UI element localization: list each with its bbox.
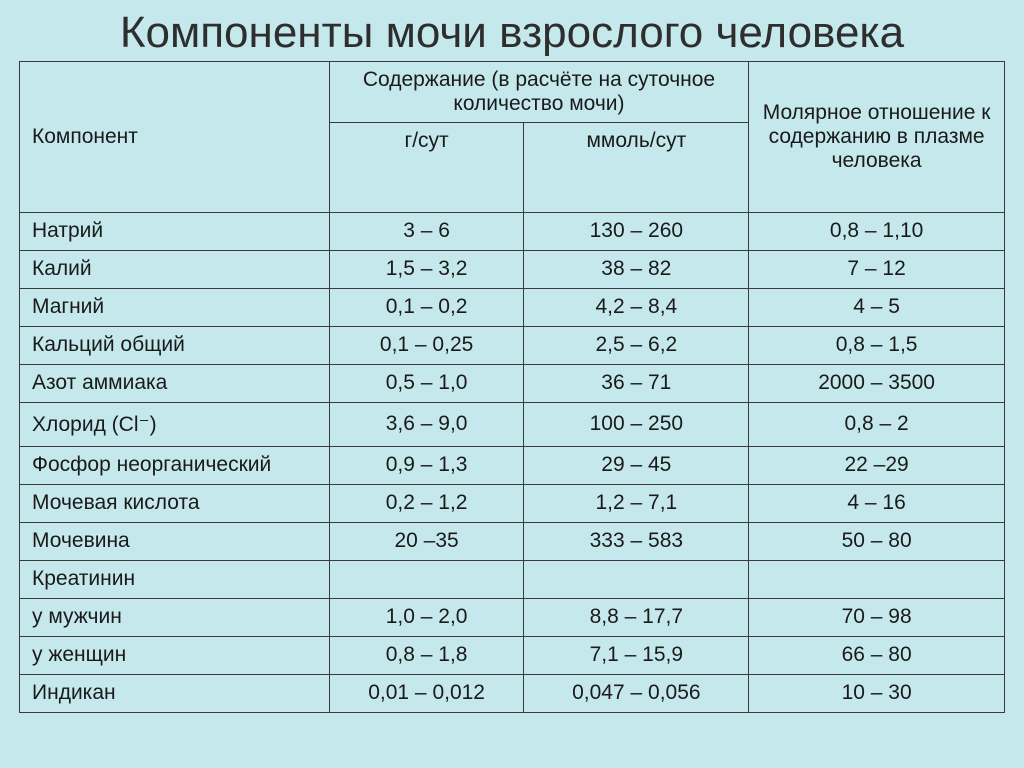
cell-mmol-per-day: 36 – 71 xyxy=(524,364,749,402)
table-row: Хлорид (Cl⁻)3,6 – 9,0100 – 2500,8 – 2 xyxy=(20,402,1005,446)
cell-molar-ratio: 0,8 – 1,5 xyxy=(749,326,1005,364)
cell-g-per-day: 0,8 – 1,8 xyxy=(329,636,524,674)
cell-g-per-day: 1,5 – 3,2 xyxy=(329,250,524,288)
cell-molar-ratio: 66 – 80 xyxy=(749,636,1005,674)
cell-mmol-per-day: 1,2 – 7,1 xyxy=(524,484,749,522)
table-row: Кальций общий0,1 – 0,252,5 – 6,20,8 – 1,… xyxy=(20,326,1005,364)
cell-mmol-per-day: 38 – 82 xyxy=(524,250,749,288)
cell-g-per-day: 0,1 – 0,25 xyxy=(329,326,524,364)
cell-component-name: Калий xyxy=(20,250,330,288)
cell-g-per-day: 0,1 – 0,2 xyxy=(329,288,524,326)
page-title: Компоненты мочи взрослого человека xyxy=(0,0,1024,61)
cell-g-per-day: 1,0 – 2,0 xyxy=(329,598,524,636)
components-table: Компонент Содержание (в расчёте на суточ… xyxy=(19,61,1005,713)
cell-component-name: Хлорид (Cl⁻) xyxy=(20,402,330,446)
cell-mmol-per-day: 7,1 – 15,9 xyxy=(524,636,749,674)
table-row: Калий1,5 – 3,238 – 827 – 12 xyxy=(20,250,1005,288)
cell-component-name: Индикан xyxy=(20,674,330,712)
cell-component-name: Фосфор неорганический xyxy=(20,446,330,484)
cell-g-per-day: 3,6 – 9,0 xyxy=(329,402,524,446)
cell-molar-ratio: 2000 – 3500 xyxy=(749,364,1005,402)
table-row: Мочевина20 –35333 – 58350 – 80 xyxy=(20,522,1005,560)
cell-component-name: Кальций общий xyxy=(20,326,330,364)
header-mmol-per-day: ммоль/сут xyxy=(524,122,749,212)
cell-g-per-day: 0,2 – 1,2 xyxy=(329,484,524,522)
cell-g-per-day xyxy=(329,560,524,598)
cell-mmol-per-day: 100 – 250 xyxy=(524,402,749,446)
cell-component-name: Креатинин xyxy=(20,560,330,598)
table-row: Мочевая кислота0,2 – 1,21,2 – 7,14 – 16 xyxy=(20,484,1005,522)
cell-molar-ratio: 70 – 98 xyxy=(749,598,1005,636)
cell-molar-ratio: 4 – 5 xyxy=(749,288,1005,326)
cell-molar-ratio: 50 – 80 xyxy=(749,522,1005,560)
cell-mmol-per-day: 333 – 583 xyxy=(524,522,749,560)
cell-molar-ratio: 7 – 12 xyxy=(749,250,1005,288)
table-row: Фосфор неорганический0,9 – 1,329 – 4522 … xyxy=(20,446,1005,484)
cell-component-name: Магний xyxy=(20,288,330,326)
header-component: Компонент xyxy=(20,61,330,212)
cell-g-per-day: 0,9 – 1,3 xyxy=(329,446,524,484)
cell-molar-ratio: 0,8 – 1,10 xyxy=(749,212,1005,250)
cell-molar-ratio: 4 – 16 xyxy=(749,484,1005,522)
cell-component-name: у мужчин xyxy=(20,598,330,636)
cell-mmol-per-day: 8,8 – 17,7 xyxy=(524,598,749,636)
cell-component-name: Мочевина xyxy=(20,522,330,560)
cell-mmol-per-day: 2,5 – 6,2 xyxy=(524,326,749,364)
cell-g-per-day: 0,01 – 0,012 xyxy=(329,674,524,712)
cell-mmol-per-day xyxy=(524,560,749,598)
cell-g-per-day: 3 – 6 xyxy=(329,212,524,250)
table-row: у женщин0,8 – 1,87,1 – 15,966 – 80 xyxy=(20,636,1005,674)
cell-g-per-day: 20 –35 xyxy=(329,522,524,560)
cell-molar-ratio: 22 –29 xyxy=(749,446,1005,484)
table-row: Индикан0,01 – 0,0120,047 – 0,05610 – 30 xyxy=(20,674,1005,712)
cell-mmol-per-day: 130 – 260 xyxy=(524,212,749,250)
cell-molar-ratio: 10 – 30 xyxy=(749,674,1005,712)
table-row: Магний0,1 – 0,24,2 – 8,44 – 5 xyxy=(20,288,1005,326)
table-row: Креатинин xyxy=(20,560,1005,598)
table-body: Натрий3 – 6130 – 2600,8 – 1,10Калий1,5 –… xyxy=(20,212,1005,712)
cell-component-name: Натрий xyxy=(20,212,330,250)
cell-mmol-per-day: 0,047 – 0,056 xyxy=(524,674,749,712)
header-content-group: Содержание (в расчёте на суточное количе… xyxy=(329,61,748,122)
cell-g-per-day: 0,5 – 1,0 xyxy=(329,364,524,402)
header-molar: Молярное отношение к содержанию в плазме… xyxy=(749,61,1005,212)
cell-molar-ratio: 0,8 – 2 xyxy=(749,402,1005,446)
cell-component-name: Мочевая кислота xyxy=(20,484,330,522)
table-row: Натрий3 – 6130 – 2600,8 – 1,10 xyxy=(20,212,1005,250)
cell-molar-ratio xyxy=(749,560,1005,598)
cell-mmol-per-day: 4,2 – 8,4 xyxy=(524,288,749,326)
cell-mmol-per-day: 29 – 45 xyxy=(524,446,749,484)
cell-component-name: Азот аммиака xyxy=(20,364,330,402)
table-row: у мужчин1,0 – 2,08,8 – 17,770 – 98 xyxy=(20,598,1005,636)
header-g-per-day: г/сут xyxy=(329,122,524,212)
table-row: Азот аммиака0,5 – 1,036 – 712000 – 3500 xyxy=(20,364,1005,402)
cell-component-name: у женщин xyxy=(20,636,330,674)
